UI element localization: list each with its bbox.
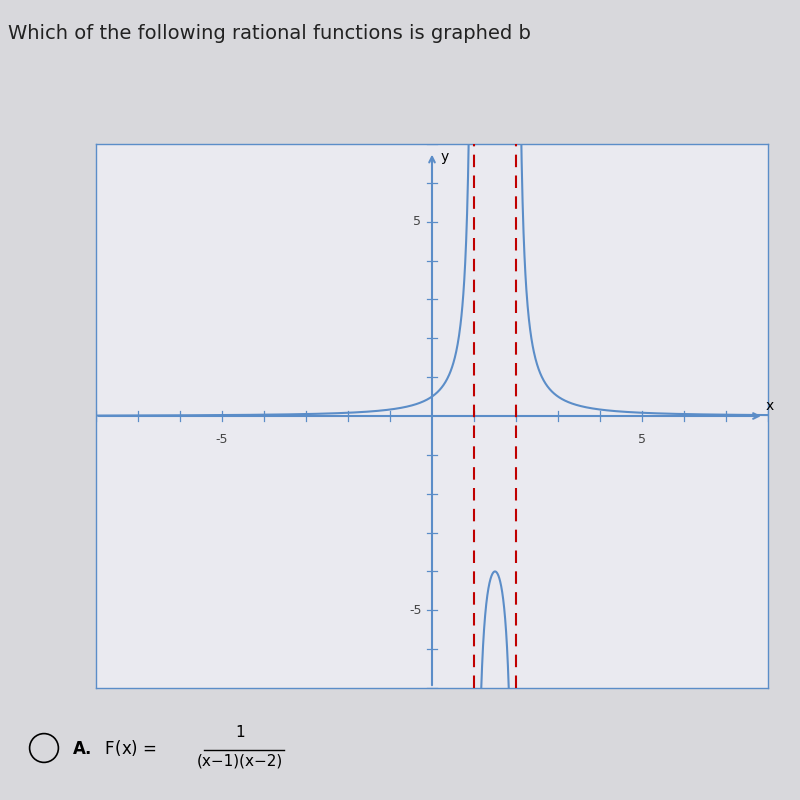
Text: y: y [440,150,449,164]
Text: -5: -5 [409,604,422,617]
Text: (x−1)(x−2): (x−1)(x−2) [197,754,283,769]
Text: Which of the following rational functions is graphed b: Which of the following rational function… [8,24,531,43]
Text: 1: 1 [235,725,245,740]
Text: $\mathbf{A.}$  F(x) =: $\mathbf{A.}$ F(x) = [72,738,157,758]
Text: 5: 5 [638,434,646,446]
Text: 5: 5 [414,215,422,228]
Text: -5: -5 [216,434,228,446]
Text: x: x [766,399,774,414]
